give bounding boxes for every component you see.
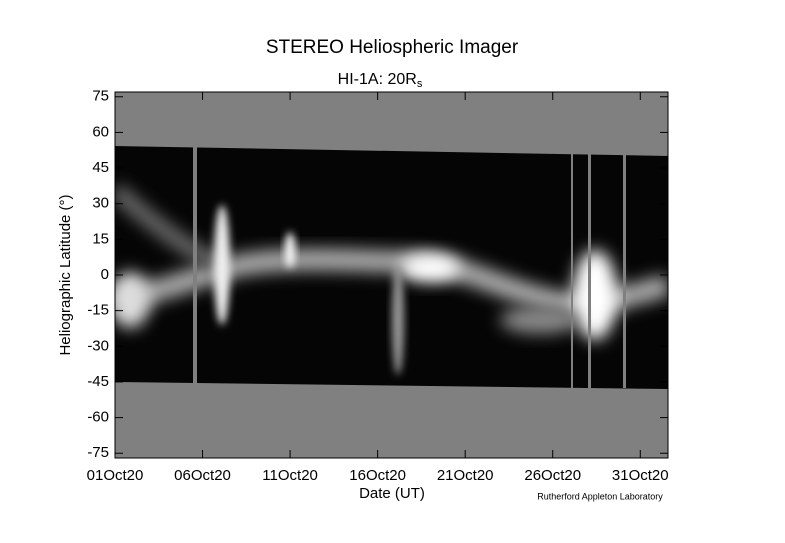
y-tick-label: 60 <box>92 123 109 140</box>
x-tick-label: 11Oct20 <box>262 467 318 484</box>
x-axis-label: Date (UT) <box>359 485 425 502</box>
chart-title: STEREO Heliospheric Imager <box>266 37 519 58</box>
image-streak <box>115 183 225 274</box>
image-bright <box>573 250 617 340</box>
image <box>115 92 668 458</box>
y-tick-label: -15 <box>87 302 109 319</box>
y-tick-label: -30 <box>87 337 109 354</box>
image-streak <box>392 265 404 375</box>
y-tick-label: -45 <box>87 373 109 390</box>
y-tick-label: -60 <box>87 409 109 426</box>
y-axis-label: Heliographic Latitude (°) <box>57 194 74 355</box>
image-gap <box>588 150 591 388</box>
subtitle-subscript: s <box>417 78 423 90</box>
image-streak <box>500 306 580 334</box>
image-features <box>115 183 668 375</box>
image-bright <box>214 205 230 325</box>
x-tick-label: 31Oct20 <box>612 467 669 484</box>
image-bright <box>115 272 150 328</box>
x-tick-label: 26Oct20 <box>524 467 581 484</box>
x-tick-label: 06Oct20 <box>174 467 231 484</box>
image-gap <box>623 150 626 388</box>
image-bright <box>285 232 295 268</box>
credit: Rutherford Appleton Laboratory <box>537 491 663 501</box>
y-tick-label: 45 <box>92 159 109 176</box>
y-tick-label: 0 <box>101 266 109 283</box>
image-gap <box>571 150 573 388</box>
y-tick-label: 30 <box>92 195 109 212</box>
x-tick-label: 16Oct20 <box>349 467 406 484</box>
chart-subtitle: HI-1A: 20Rs <box>338 71 423 90</box>
image-gap <box>193 146 197 384</box>
image-bright <box>400 254 460 282</box>
y-tick-label: 15 <box>92 230 109 247</box>
x-tick-label: 21Oct20 <box>437 467 494 484</box>
y-tick-label: -75 <box>87 444 109 461</box>
subtitle-main: HI-1A: 20R <box>338 71 417 88</box>
x-tick-label: 01Oct20 <box>87 467 144 484</box>
y-tick-label: 75 <box>92 88 109 105</box>
